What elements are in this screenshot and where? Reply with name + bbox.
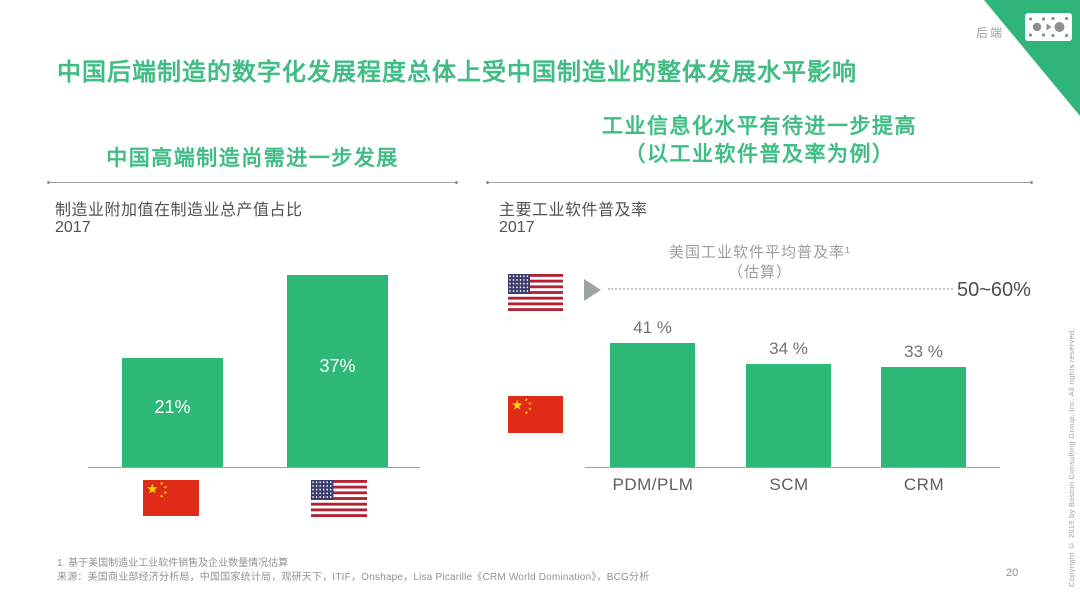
china-flag-icon xyxy=(143,480,199,521)
bar-value-label: 34 % xyxy=(769,339,808,358)
page-title: 中国后端制造的数字化发展程度总体上受中国制造业的整体发展水平影响 xyxy=(57,59,857,86)
corner-tag-label: 后端 xyxy=(975,26,1004,40)
right-divider xyxy=(486,181,1033,184)
bar-china: 21% xyxy=(122,358,223,467)
benchmark-arrow-icon xyxy=(584,279,601,301)
footnote: 1. 基于美国制造业工业软件销售及企业数量情况估算 xyxy=(57,558,289,569)
right-chart-baseline xyxy=(585,467,1000,468)
right-chart-title: 主要工业软件普及率 xyxy=(499,202,648,219)
bar-value-label: 21% xyxy=(154,397,191,417)
source-note: 来源：美国商业部经济分析局，中国国家统计局，观研天下，ITIF，Onshape，… xyxy=(57,572,650,583)
benchmark-value: 50~60% xyxy=(957,279,1031,301)
left-chart-title: 制造业附加值在制造业总产值占比 xyxy=(55,202,303,219)
category-label: PDM/PLM xyxy=(612,475,694,494)
copyright-vertical-text: Copyright © 2019 by Boston Consulting Gr… xyxy=(1067,328,1076,587)
benchmark-label-line1: 美国工业软件平均普及率¹ xyxy=(669,244,851,261)
bar-value-label: 37% xyxy=(319,355,356,376)
us-flag-icon xyxy=(311,480,367,522)
bar-crm xyxy=(881,367,966,467)
bar-pdm-plm xyxy=(610,343,695,467)
left-chart-baseline xyxy=(88,467,420,468)
backend-machine-icon xyxy=(1025,13,1072,41)
right-panel-heading-line1: 工业信息化水平有待进一步提高 xyxy=(602,115,917,138)
benchmark-dotted-line xyxy=(608,288,953,290)
left-divider xyxy=(47,181,458,184)
left-panel-heading: 中国高端制造尚需进一步发展 xyxy=(106,147,399,170)
right-panel-heading: 工业信息化水平有待进一步提高 （以工业软件普及率为例） xyxy=(487,113,1032,169)
china-flag-icon xyxy=(508,396,563,438)
bar-value-label: 41 % xyxy=(633,318,672,337)
benchmark-label-line2: （估算） xyxy=(727,264,792,281)
left-chart-year: 2017 xyxy=(55,219,91,236)
bar-usa: 37% xyxy=(287,275,388,467)
page-number: 20 xyxy=(1006,567,1019,579)
right-chart-year: 2017 xyxy=(499,219,535,236)
bar-value-label: 33 % xyxy=(904,342,943,361)
right-panel-heading-line2: （以工业软件普及率为例） xyxy=(624,143,895,166)
us-flag-icon xyxy=(508,274,563,316)
category-label: CRM xyxy=(903,475,945,494)
bar-scm xyxy=(746,364,831,467)
category-label: SCM xyxy=(769,475,809,494)
